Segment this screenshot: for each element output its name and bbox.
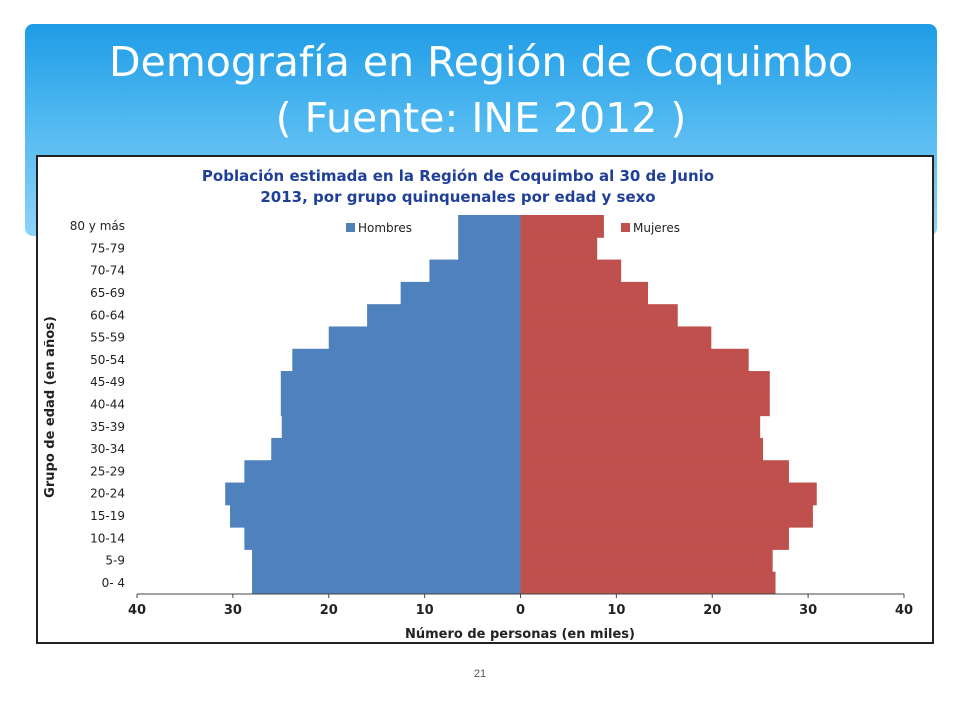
legend-label-mujeres: Mujeres <box>633 221 680 235</box>
y-tick-label-16: 80 y más <box>70 219 125 233</box>
x-tick-label-8: 40 <box>895 603 913 618</box>
bar-hombres-13 <box>400 281 521 305</box>
y-tick-label-0: 0- 4 <box>102 576 125 590</box>
y-tick-label-4: 20-24 <box>90 487 125 501</box>
bars-group <box>225 215 817 595</box>
y-tick-label-3: 15-19 <box>90 509 125 523</box>
y-tick-label-1: 5-9 <box>105 554 125 568</box>
bar-hombres-0 <box>252 571 521 595</box>
y-tick-label-6: 30-34 <box>90 442 125 456</box>
x-tick-label-4: 0 <box>516 603 525 618</box>
bar-hombres-9 <box>280 371 521 394</box>
y-tick-label-8: 40-44 <box>90 398 125 412</box>
bar-hombres-12 <box>367 304 521 327</box>
legend-swatch-hombres <box>346 223 355 232</box>
y-tick-label-14: 70-74 <box>90 264 125 278</box>
slide-title-line1: Demografía en Región de Coquimbo <box>109 38 853 86</box>
x-tick-label-5: 10 <box>607 603 625 618</box>
legend-swatch-mujeres <box>621 223 630 232</box>
bar-hombres-14 <box>429 259 521 283</box>
y-tick-labels: 0- 4 5-9 10-14 15-19 20-24 25-29 30-34 35-39 40-… <box>70 219 125 590</box>
slide-number: 21 <box>473 668 487 680</box>
bar-hombres-1 <box>252 549 521 573</box>
bar-hombres-5 <box>244 460 521 484</box>
bar-mujeres-3 <box>520 504 813 528</box>
bar-mujeres-0 <box>520 571 776 595</box>
bar-hombres-6 <box>271 437 521 461</box>
bar-hombres-2 <box>244 527 521 550</box>
chart-canvas: Población estimada en la Región de Coqui… <box>43 167 913 642</box>
bar-mujeres-4 <box>520 482 817 506</box>
y-tick-label-10: 50-54 <box>90 353 125 367</box>
x-tick-label-6: 20 <box>703 603 721 618</box>
x-tick-label-1: 30 <box>224 603 242 618</box>
legend-label-hombres: Hombres <box>358 221 412 235</box>
y-tick-label-7: 35-39 <box>90 420 125 434</box>
y-tick-label-15: 75-79 <box>90 241 125 255</box>
population-pyramid-chart: Población estimada en la Región de Coqui… <box>36 155 934 644</box>
bar-mujeres-2 <box>520 527 789 550</box>
bar-hombres-4 <box>225 482 521 506</box>
slide-title: Demografía en Región de Coquimbo ( Fuent… <box>25 34 937 146</box>
slide-title-line2: ( Fuente: INE 2012 ) <box>275 94 687 142</box>
bar-hombres-8 <box>280 393 521 417</box>
chart-title-line1: Población estimada en la Región de Coqui… <box>202 167 714 185</box>
y-tick-label-5: 25-29 <box>90 464 125 478</box>
y-tick-label-2: 10-14 <box>90 531 125 545</box>
y-tick-label-12: 60-64 <box>90 308 125 322</box>
bar-hombres-16 <box>458 215 521 238</box>
bar-hombres-10 <box>292 348 521 372</box>
x-tick-label-2: 20 <box>320 603 338 618</box>
x-tick-labels: 40 30 20 10 0 10 20 30 40 <box>128 594 913 618</box>
bar-hombres-7 <box>281 415 521 439</box>
y-tick-label-9: 45-49 <box>90 375 125 389</box>
bar-hombres-15 <box>458 237 521 261</box>
bar-mujeres-13 <box>520 281 649 305</box>
bar-mujeres-16 <box>520 215 604 238</box>
bar-mujeres-6 <box>520 437 764 461</box>
bar-mujeres-8 <box>520 393 770 417</box>
y-tick-label-11: 55-59 <box>90 331 125 345</box>
chart-title-line2: 2013, por grupo quinquenales por edad y … <box>260 188 655 206</box>
x-tick-label-0: 40 <box>128 603 146 618</box>
x-axis-label: Número de personas (en miles) <box>405 627 635 642</box>
legend: Hombres Mujeres <box>346 221 680 235</box>
x-tick-label-7: 30 <box>799 603 817 618</box>
bar-mujeres-15 <box>520 237 598 261</box>
bar-mujeres-1 <box>520 549 773 573</box>
bar-hombres-11 <box>328 326 521 350</box>
x-tick-label-3: 10 <box>416 603 434 618</box>
bar-mujeres-14 <box>520 259 622 283</box>
y-axis-label: Grupo de edad (en años) <box>43 316 58 498</box>
bar-mujeres-5 <box>520 460 789 484</box>
bar-mujeres-7 <box>520 415 761 439</box>
bar-mujeres-10 <box>520 348 749 372</box>
bar-mujeres-12 <box>520 304 678 327</box>
y-tick-label-13: 65-69 <box>90 286 125 300</box>
bar-hombres-3 <box>229 504 521 528</box>
bar-mujeres-9 <box>520 371 770 394</box>
bar-mujeres-11 <box>520 326 712 350</box>
